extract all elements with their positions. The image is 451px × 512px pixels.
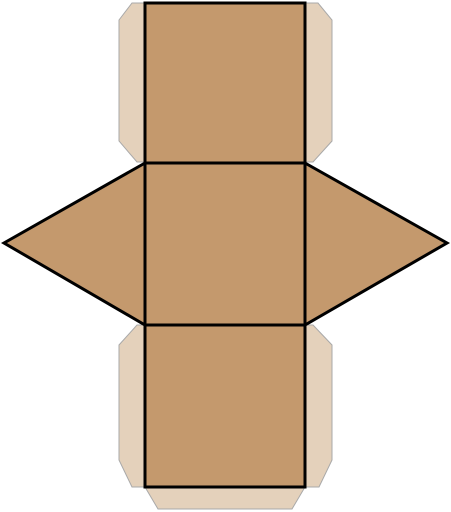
- rectangle-face-middle: [143, 161, 307, 327]
- triangle-face-right: [303, 160, 451, 328]
- glue-tab-bottom-left: [118, 324, 146, 488]
- glue-tab-top-left: [118, 2, 146, 163]
- glue-tab-bottom: [144, 486, 306, 510]
- glue-tab-top-right: [304, 2, 333, 163]
- triangle-face-left: [0, 160, 147, 328]
- net-faces: [0, 1, 451, 489]
- rectangle-face-top: [143, 1, 307, 165]
- glue-tab-bottom-right: [304, 324, 333, 488]
- rectangle-face-bottom: [143, 323, 307, 489]
